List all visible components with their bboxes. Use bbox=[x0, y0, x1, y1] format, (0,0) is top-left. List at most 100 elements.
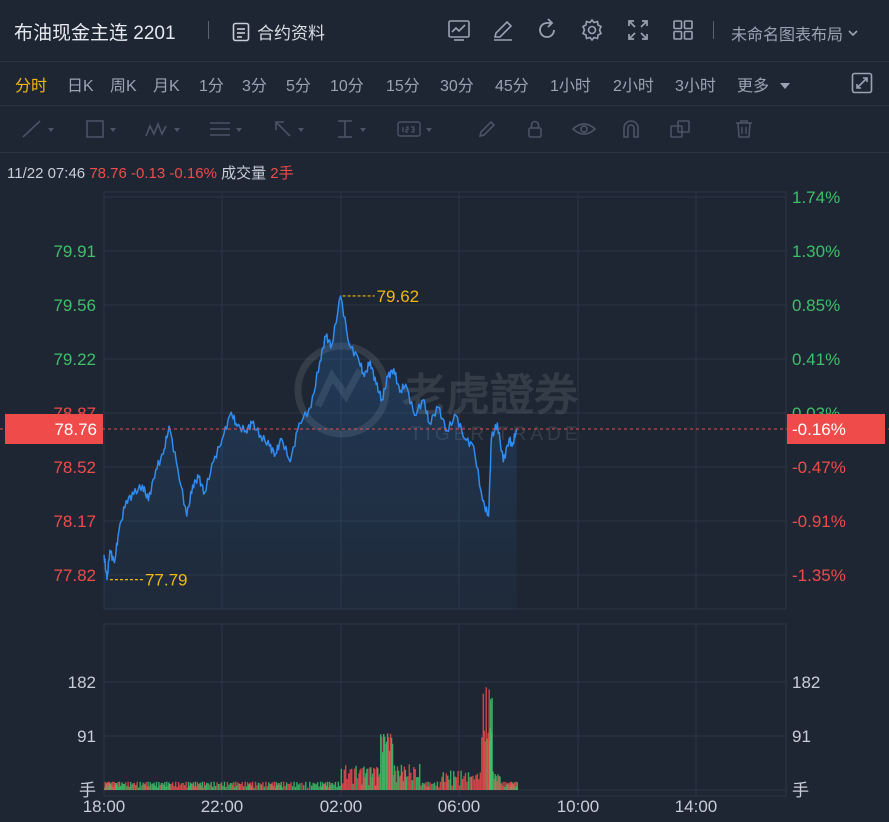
volume-bar bbox=[346, 778, 348, 790]
volume-bar bbox=[380, 734, 382, 790]
period-tab-3hour[interactable]: 3小时 bbox=[675, 78, 716, 95]
period-tab-timeshare[interactable]: 分时 bbox=[15, 78, 48, 95]
volume-bar bbox=[355, 765, 357, 790]
period-tab-45min[interactable]: 45分 bbox=[495, 78, 529, 95]
volume-bar bbox=[278, 783, 280, 790]
volume-bar bbox=[426, 786, 428, 790]
volume-bar bbox=[433, 782, 436, 790]
volume-bar bbox=[505, 782, 507, 790]
period-tab-more[interactable]: 更多 bbox=[737, 72, 791, 96]
volume-bar bbox=[122, 783, 124, 790]
volume-bar bbox=[439, 781, 442, 790]
volume-bar bbox=[240, 784, 242, 790]
volume-bar bbox=[399, 775, 402, 790]
settings-icon[interactable] bbox=[579, 17, 605, 43]
pattern-tool[interactable] bbox=[144, 118, 181, 140]
arrow-icon bbox=[275, 121, 291, 137]
timeshare-chart[interactable]: 老虎證券TIGER TRADE79.9179.5679.2278.8778.52… bbox=[0, 154, 889, 822]
volume-bar bbox=[282, 781, 285, 790]
volume-bar bbox=[385, 743, 387, 790]
volume-bar bbox=[369, 767, 371, 790]
volume-bar bbox=[209, 784, 211, 790]
volume-bar bbox=[149, 782, 151, 790]
last-pct-badge-label: -0.16% bbox=[792, 420, 846, 439]
number-label-tool[interactable] bbox=[396, 118, 433, 140]
volume-bar bbox=[417, 777, 419, 790]
price-area-fill bbox=[104, 296, 517, 609]
layout-selector[interactable]: 未命名图表布局 bbox=[731, 21, 859, 45]
caret-down-icon bbox=[426, 128, 432, 132]
last-price-badge-label: 78.76 bbox=[54, 420, 97, 439]
volume-bar bbox=[509, 781, 512, 790]
volume-bar bbox=[196, 782, 199, 790]
visibility-tool[interactable] bbox=[571, 118, 597, 140]
period-tab-month[interactable]: 月K bbox=[153, 78, 180, 95]
fullscreen-icon[interactable] bbox=[625, 17, 651, 43]
volume-bar bbox=[247, 784, 250, 790]
rectangle-tool[interactable] bbox=[84, 118, 117, 140]
layers-icon bbox=[670, 120, 690, 138]
volume-bar bbox=[325, 785, 328, 790]
pct-tick-label: 0.41% bbox=[792, 350, 840, 369]
volume-bar bbox=[265, 781, 267, 790]
volume-bar bbox=[118, 787, 120, 790]
delete-tool[interactable] bbox=[733, 118, 755, 140]
volume-bar bbox=[167, 786, 169, 790]
grid-layout-icon[interactable] bbox=[670, 17, 696, 43]
measure-tool[interactable] bbox=[334, 118, 367, 140]
period-tab-day[interactable]: 日K bbox=[67, 78, 94, 95]
drawing-toolbar bbox=[0, 105, 889, 153]
period-tab-2hour[interactable]: 2小时 bbox=[613, 78, 654, 95]
volume-bar bbox=[498, 775, 500, 790]
price-line bbox=[103, 295, 518, 581]
refresh-icon[interactable] bbox=[534, 17, 560, 43]
lock-tool[interactable] bbox=[524, 118, 546, 140]
magnet-tool[interactable] bbox=[620, 118, 642, 140]
fibonacci-tool[interactable] bbox=[208, 118, 243, 140]
contract-info-label: 合约资料 bbox=[257, 24, 325, 43]
volume-bar bbox=[387, 737, 390, 790]
period-tab-1hour[interactable]: 1小时 bbox=[550, 78, 591, 95]
volume-bar bbox=[395, 782, 398, 790]
volume-bar bbox=[266, 786, 269, 790]
trend-line-tool[interactable] bbox=[20, 118, 55, 140]
volume-bar bbox=[316, 782, 319, 790]
volume-bar bbox=[143, 783, 145, 790]
period-tab-30min[interactable]: 30分 bbox=[440, 78, 474, 95]
volume-bar bbox=[210, 782, 212, 790]
period-tab-week[interactable]: 周K bbox=[110, 78, 137, 95]
volume-bar bbox=[168, 782, 170, 790]
brush-tool[interactable] bbox=[476, 118, 498, 140]
volume-bar bbox=[147, 781, 149, 790]
contract-info-button[interactable]: 合约资料 bbox=[232, 19, 325, 44]
caret-down-icon bbox=[236, 128, 242, 132]
volume-bar bbox=[450, 770, 452, 790]
volume-bar bbox=[408, 764, 410, 790]
volume-bar bbox=[472, 775, 474, 790]
volume-bar bbox=[303, 785, 305, 790]
period-tab-1min[interactable]: 1分 bbox=[199, 78, 224, 95]
expand-icon[interactable] bbox=[850, 71, 874, 95]
volume-bar bbox=[154, 785, 156, 790]
volume-bar bbox=[494, 774, 496, 790]
volume-tick-label-right: 手 bbox=[792, 781, 809, 800]
period-tab-3min[interactable]: 3分 bbox=[242, 78, 267, 95]
volume-bar bbox=[251, 781, 254, 790]
volume-bar bbox=[430, 784, 433, 790]
arrow-tool[interactable] bbox=[272, 118, 305, 140]
volume-bar bbox=[199, 782, 201, 790]
period-tab-5min[interactable]: 5分 bbox=[286, 78, 311, 95]
period-tab-10min[interactable]: 10分 bbox=[330, 78, 364, 95]
volume-bar bbox=[145, 782, 147, 790]
instrument-title[interactable]: 布油现金主连 2201 bbox=[14, 23, 176, 44]
time-tick-label: 02:00 bbox=[320, 797, 363, 816]
rectangle-icon bbox=[86, 120, 104, 138]
edit-icon[interactable] bbox=[490, 17, 516, 43]
volume-bar bbox=[155, 781, 158, 790]
price-tick-label: 79.91 bbox=[53, 242, 96, 261]
layers-tool[interactable] bbox=[668, 118, 692, 140]
period-tab-15min[interactable]: 15分 bbox=[386, 78, 420, 95]
volume-bar bbox=[363, 766, 365, 790]
volume-bar bbox=[373, 767, 375, 790]
chart-template-icon[interactable] bbox=[446, 17, 472, 43]
